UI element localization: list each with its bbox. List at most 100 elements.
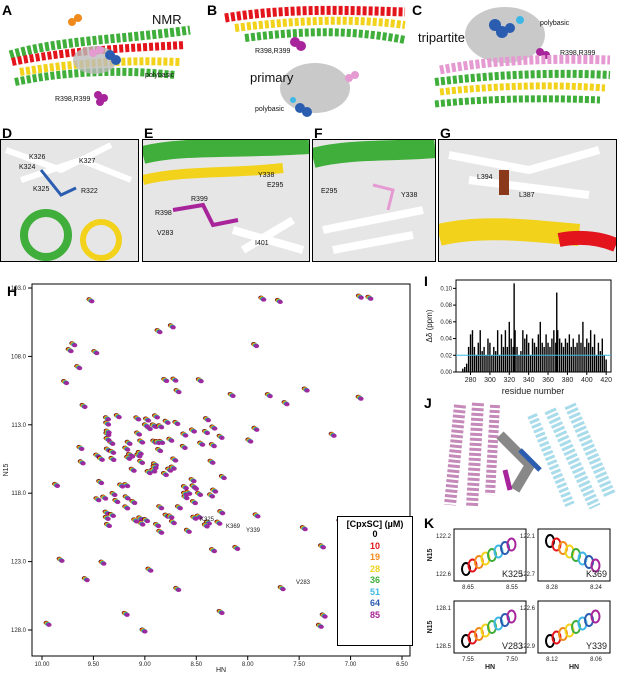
hsqc-peak xyxy=(112,493,118,498)
zoom-box: E295 Y338 xyxy=(312,139,436,262)
primary-label: primary xyxy=(250,70,294,85)
legend-entry: 19 xyxy=(369,552,380,562)
residue-label: Y338 xyxy=(258,172,275,179)
hsqc-peak xyxy=(89,299,95,304)
bar-ytick-label: 0.04 xyxy=(440,337,452,343)
hsqc-peak xyxy=(192,501,198,506)
hsqc-peak xyxy=(248,439,254,444)
bar xyxy=(465,363,468,372)
hsqc-peak xyxy=(110,513,117,518)
hsqc-ylabel: N15 xyxy=(3,463,10,476)
hsqc-peak xyxy=(210,460,216,465)
hsqc-peak xyxy=(101,561,107,566)
hsqc-peak xyxy=(111,458,117,463)
legend-entry: 64 xyxy=(369,598,380,608)
bar xyxy=(520,351,522,372)
bar xyxy=(599,351,602,372)
bar xyxy=(568,334,571,372)
bar xyxy=(543,346,545,372)
hsqc-peak xyxy=(170,325,176,330)
bar xyxy=(522,330,524,372)
bar xyxy=(547,342,549,372)
hsqc-peak xyxy=(159,425,165,430)
residue-label: L394 xyxy=(477,174,493,181)
hsqc-peak xyxy=(171,466,177,471)
bar xyxy=(464,366,466,372)
hsqc-peak xyxy=(106,438,112,443)
bar xyxy=(500,334,503,372)
bar xyxy=(589,330,592,372)
hsqc-peak xyxy=(99,457,105,462)
hsqc-peak xyxy=(155,524,162,529)
bar xyxy=(576,342,578,372)
hsqc-peak xyxy=(110,441,116,446)
hsqc-peak xyxy=(163,473,169,478)
hsqc-peak xyxy=(173,378,179,383)
zoom-k369: K369 122.1 122.7 8.28 8.24 xyxy=(520,528,611,591)
peak-contour xyxy=(590,558,601,573)
bar xyxy=(584,346,586,372)
hsqc-peak xyxy=(182,445,188,450)
panel-d: D K326 K324 K327 K325 R322 xyxy=(0,125,139,262)
hsqc-peak xyxy=(173,458,179,463)
hsqc-xtick-label: 9.00 xyxy=(139,662,151,668)
hsqc-ytick-label: 118.0 xyxy=(11,491,26,497)
hsqc-peak xyxy=(302,527,308,532)
hsqc-peak xyxy=(139,460,146,465)
bar-ytick-label: 0.02 xyxy=(440,353,452,359)
bar-xtick-label: 340 xyxy=(523,377,535,384)
hsqc-peak xyxy=(132,501,138,506)
structure-image xyxy=(224,5,406,117)
hsqc-peak xyxy=(261,297,267,302)
zoom-residue-label: K369 xyxy=(586,569,607,579)
hsqc-peak xyxy=(125,447,131,452)
peak-label-k369: K369 xyxy=(226,524,241,530)
bar xyxy=(549,346,551,372)
bar xyxy=(475,355,478,372)
bar-xtick-label: 360 xyxy=(542,377,554,384)
hsqc-peak xyxy=(136,417,142,422)
bar xyxy=(485,355,487,372)
bar xyxy=(597,342,600,372)
hsqc-peak xyxy=(368,296,374,301)
hsqc-peak xyxy=(72,343,78,348)
titration-legend: [CpxSC] (µM) 0 10 19 28 36 51 64 85 xyxy=(337,516,413,646)
residue-label: K326 xyxy=(29,154,46,161)
hsqc-peak xyxy=(184,496,190,501)
residue-label: R398 xyxy=(155,210,172,217)
hsqc-peak xyxy=(140,440,146,445)
bar xyxy=(591,346,594,372)
hsqc-peak xyxy=(197,492,204,497)
hsqc-peak xyxy=(192,485,198,490)
hsqc-peak xyxy=(304,388,310,393)
hsqc-peak xyxy=(209,494,216,499)
hsqc-peak xyxy=(106,430,112,435)
structure-image xyxy=(143,140,309,261)
hsqc-peak xyxy=(116,415,122,420)
zoom-v283: V283 128.1 128.5 7.55 7.50 N15 HN xyxy=(427,600,527,671)
hsqc-peak xyxy=(54,483,61,488)
zoom-xtick-label: 7.50 xyxy=(506,657,518,663)
bar xyxy=(518,355,520,372)
hsqc-peak xyxy=(152,469,158,474)
hsqc-peak xyxy=(322,614,328,619)
bar xyxy=(588,342,590,372)
residue-label: E295 xyxy=(321,188,338,195)
polybasic-label: polybasic xyxy=(540,20,570,27)
zoom-residue-label: Y339 xyxy=(586,641,607,651)
polybasic-label: polybasic xyxy=(255,106,285,113)
zoom-frame xyxy=(453,528,527,582)
hsqc-peak xyxy=(183,492,190,497)
bar xyxy=(545,334,547,372)
bar xyxy=(491,355,493,372)
bar xyxy=(473,346,476,372)
chart-xlabel: residue number xyxy=(502,386,565,396)
hsqc-peak xyxy=(145,418,152,423)
hsqc-peak xyxy=(205,418,212,423)
hsqc-xtick-label: 8.50 xyxy=(190,662,202,668)
bar xyxy=(560,342,563,372)
hsqc-peak xyxy=(125,484,131,489)
bar xyxy=(489,342,491,372)
hsqc-peak xyxy=(134,519,140,524)
residue-label: K324 xyxy=(19,164,36,171)
